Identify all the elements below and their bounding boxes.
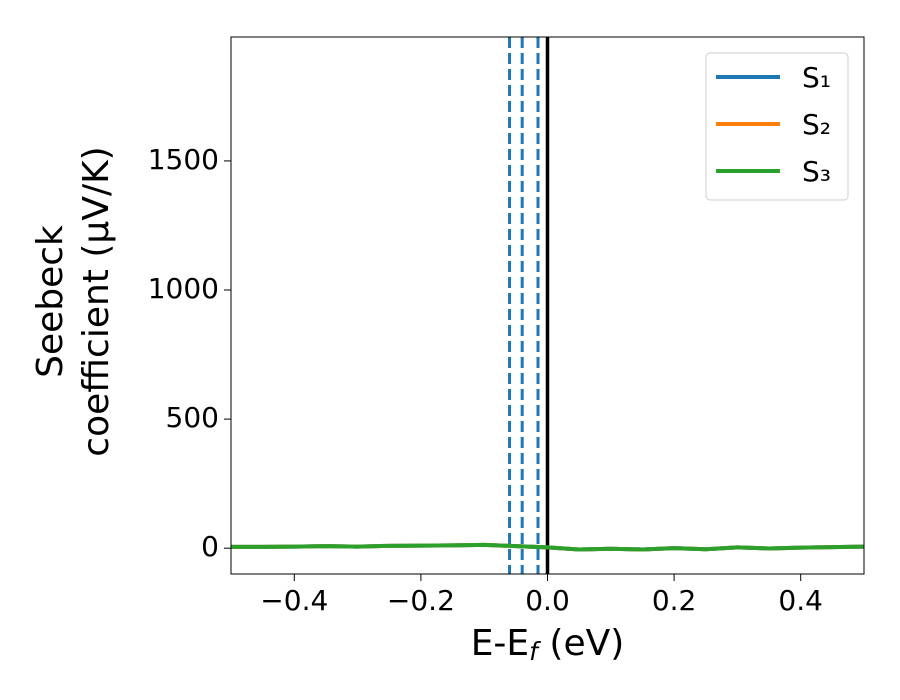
legend-box: [705, 52, 849, 201]
x-tick-label: 0.0: [525, 584, 570, 617]
plot-frame: [230, 36, 865, 575]
series-line: [231, 542, 865, 552]
legend-label: S₁: [802, 61, 831, 94]
x-tick-label: −0.2: [387, 584, 455, 617]
y-axis-label: coefficient (μV/K): [76, 146, 117, 456]
x-tick-label: −0.4: [260, 584, 328, 617]
y-axis-label: Seebeck: [30, 225, 71, 378]
y-tick-label: 1000: [148, 272, 219, 305]
x-tick-label: 0.2: [652, 584, 697, 617]
legend-label: S₃: [802, 155, 831, 188]
x-tick-label: 0.4: [778, 584, 823, 617]
x-axis-label: E-Ef (eV): [471, 623, 625, 666]
x-label-part: E-E: [471, 623, 529, 664]
y-tick-label: 500: [166, 401, 219, 434]
y-tick-label: 1500: [148, 143, 219, 176]
x-label-part: (eV): [538, 623, 624, 664]
legend-label: S₂: [802, 108, 831, 141]
y-tick-label: 0: [201, 530, 219, 563]
